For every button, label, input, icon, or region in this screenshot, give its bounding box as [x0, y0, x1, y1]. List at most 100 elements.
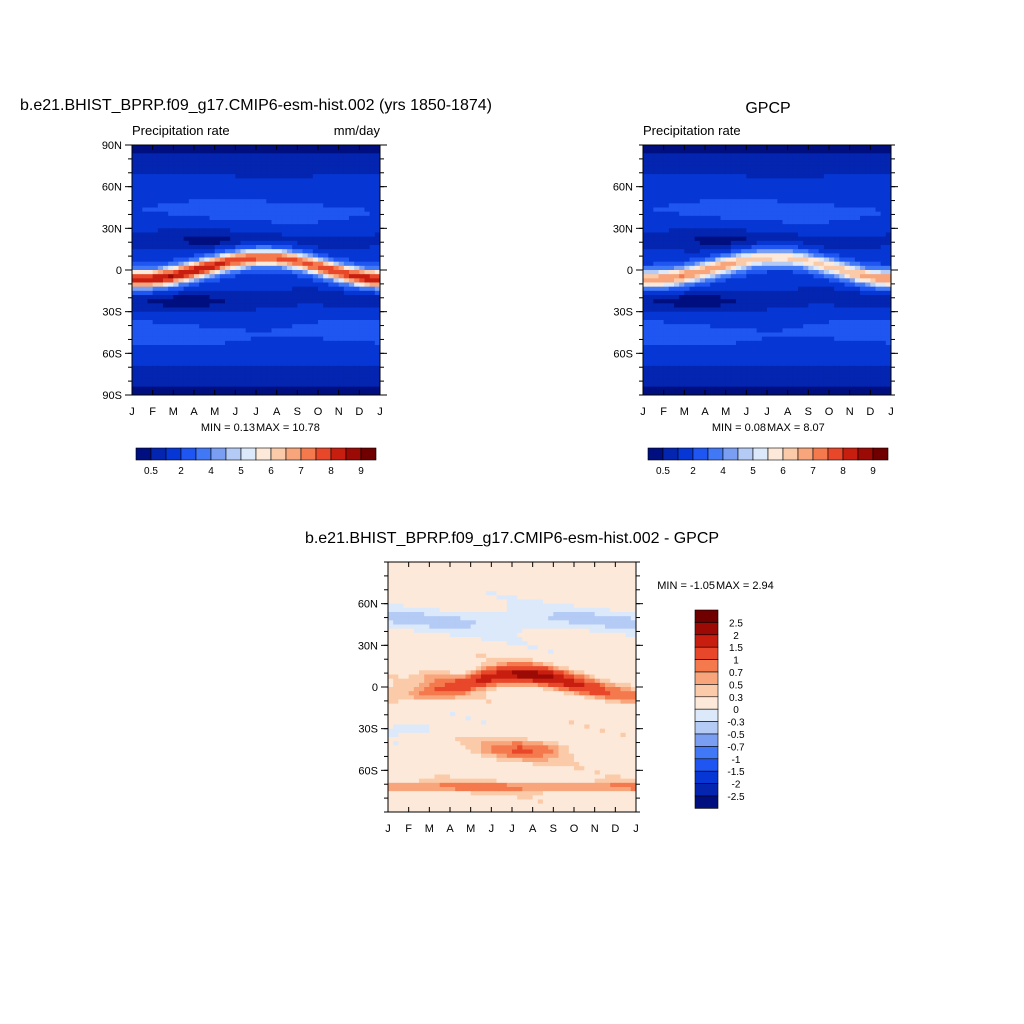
field-cell: [261, 153, 267, 158]
field-cell: [323, 240, 329, 246]
field-cell: [235, 307, 241, 313]
field-cell: [761, 303, 768, 308]
field-cell: [214, 186, 221, 192]
field-cell: [736, 320, 742, 325]
field-cell: [328, 332, 334, 338]
field-cell: [183, 386, 190, 392]
field-cell: [157, 340, 164, 346]
field-cell: [359, 174, 365, 179]
field-cell: [333, 357, 340, 363]
field-cell: [643, 315, 649, 321]
field-cell: [875, 174, 882, 179]
field-cell: [720, 220, 727, 225]
field-cell: [307, 324, 314, 329]
field-cell: [663, 199, 670, 204]
field-cell: [643, 320, 649, 325]
field-cell: [741, 307, 747, 313]
field-cell: [333, 324, 340, 329]
field-cell: [302, 315, 309, 321]
field-cell: [292, 245, 298, 250]
field-cell: [679, 282, 685, 288]
field-cell: [235, 332, 241, 338]
field-cell: [349, 170, 355, 175]
field-cell: [860, 320, 866, 325]
field-cell: [132, 182, 138, 188]
field-cell: [803, 186, 809, 192]
field-cell: [798, 290, 804, 296]
panel-model: b.e21.BHIST_BPRP.f09_g17.CMIP6-esm-hist.…: [20, 97, 492, 434]
field-cell: [204, 307, 210, 313]
field-cell: [813, 190, 820, 196]
field-cell: [798, 149, 804, 154]
field-cell: [152, 249, 159, 254]
field-cell: [880, 320, 887, 325]
field-cell: [364, 207, 371, 213]
field-cell: [653, 161, 659, 167]
field-cell: [736, 190, 742, 196]
field-cell: [250, 282, 257, 288]
field-cell: [710, 149, 716, 154]
field-cell: [875, 149, 882, 154]
field-cell: [710, 153, 716, 158]
field-cell: [173, 311, 179, 317]
field-cell: [860, 253, 866, 258]
field-cell: [132, 261, 138, 267]
field-cell: [318, 295, 324, 300]
field-cell: [214, 182, 221, 188]
field-cell: [240, 386, 247, 392]
field-cell: [328, 386, 334, 392]
field-cell: [359, 278, 365, 283]
field-cell: [354, 345, 360, 350]
field-cell: [653, 215, 659, 221]
field-cell: [829, 190, 835, 196]
field-cell: [880, 207, 887, 213]
field-cell: [142, 290, 148, 296]
field-cell: [674, 161, 680, 167]
field-cell: [152, 374, 159, 379]
field-cell: [266, 178, 272, 183]
field-cell: [823, 178, 830, 183]
field-cell: [240, 324, 247, 329]
field-cell: [720, 257, 727, 263]
field-cell: [132, 336, 138, 342]
field-cell: [808, 240, 814, 246]
field-cell: [808, 290, 814, 296]
field-cell: [715, 278, 721, 283]
field-cell: [829, 170, 835, 175]
field-cell: [214, 382, 221, 388]
field-cell: [880, 274, 887, 279]
field-cell: [194, 270, 200, 275]
field-cell: [261, 157, 267, 163]
field-cell: [132, 257, 138, 263]
month-tick-label: J: [129, 406, 135, 418]
field-cell: [132, 303, 138, 308]
field-cell: [261, 320, 267, 325]
field-cell: [725, 307, 732, 313]
field-cell: [663, 315, 670, 321]
field-cell: [870, 220, 876, 225]
field-cell: [684, 290, 690, 296]
field-cell: [808, 182, 814, 188]
field-cell: [157, 195, 164, 200]
field-cell: [152, 153, 159, 158]
field-cell: [792, 286, 799, 292]
field-cell: [849, 203, 856, 208]
field-cell: [137, 295, 143, 300]
field-cell: [792, 224, 799, 229]
field-cell: [849, 270, 856, 275]
field-cell: [323, 149, 329, 154]
field-cell: [354, 245, 360, 250]
field-cell: [235, 311, 241, 317]
field-cell: [168, 207, 174, 213]
field-cell: [689, 153, 696, 158]
field-cell: [653, 265, 659, 271]
field-cell: [287, 182, 293, 188]
field-cell: [374, 161, 381, 167]
field-cell: [199, 336, 205, 342]
field-cell: [349, 186, 355, 192]
field-cell: [214, 203, 221, 208]
field-cell: [183, 357, 190, 363]
field-cell: [328, 336, 334, 342]
field-cell: [751, 232, 758, 238]
field-cell: [250, 303, 257, 308]
